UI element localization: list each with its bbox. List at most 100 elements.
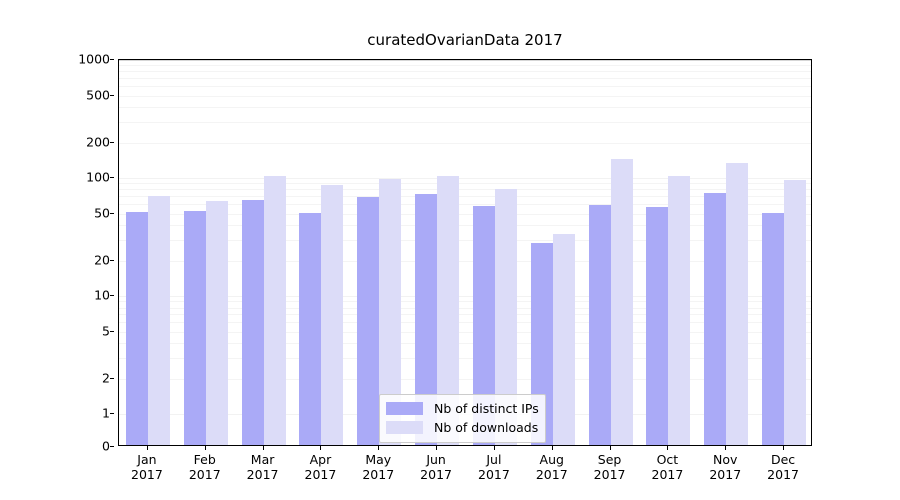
- legend-label: Nb of distinct IPs: [434, 401, 539, 416]
- x-axis-label-month: Oct: [656, 452, 679, 467]
- x-axis-label-year: 2017: [246, 467, 279, 482]
- x-axis-tick: [725, 446, 726, 450]
- x-axis-tick: [610, 446, 611, 450]
- x-axis-label: Mar 2017: [247, 452, 279, 482]
- y-axis-label: 1: [102, 405, 110, 421]
- y-axis-tick: [110, 378, 114, 379]
- x-axis-tick: [147, 446, 148, 450]
- y-axis-label: 20: [94, 252, 110, 268]
- x-axis-label-year: 2017: [420, 467, 452, 482]
- legend-label: Nb of downloads: [434, 420, 539, 435]
- y-axis-tick: [110, 413, 114, 414]
- x-axis-label-month: Feb: [193, 452, 216, 467]
- bar-downloads: [494, 189, 517, 445]
- gridline-minor: [119, 78, 811, 79]
- bar-downloads: [379, 179, 402, 445]
- y-axis-tick: [110, 142, 114, 143]
- x-axis-label-month: Dec: [770, 452, 796, 467]
- bar-downloads: [668, 176, 691, 445]
- bar-group: [125, 60, 170, 445]
- x-axis-label-year: 2017: [767, 467, 799, 482]
- x-axis-tick: [320, 446, 321, 450]
- y-axis-label: 5: [102, 323, 110, 339]
- chart-title: curatedOvarianData 2017: [367, 31, 563, 49]
- x-axis-label-year: 2017: [709, 467, 742, 482]
- bar-downloads: [726, 162, 749, 445]
- x-axis-tick: [667, 446, 668, 450]
- x-axis-label: Jun 2017: [420, 452, 452, 482]
- x-axis-label-year: 2017: [593, 467, 626, 482]
- bar-group: [530, 60, 575, 445]
- x-axis-label: Sep 2017: [594, 452, 626, 482]
- legend-item: Nb of distinct IPs: [386, 399, 539, 418]
- bar-group: [588, 60, 633, 445]
- x-axis-label: Apr 2017: [305, 452, 337, 482]
- bar-distinct-ips: [241, 199, 264, 445]
- gridline-minor: [119, 225, 811, 226]
- x-axis-label: Aug 2017: [536, 452, 568, 482]
- bar-distinct-ips: [415, 194, 438, 445]
- gridline-minor: [119, 189, 811, 190]
- legend-swatch: [386, 402, 423, 415]
- y-axis-tick: [110, 213, 114, 214]
- bar-group: [646, 60, 691, 445]
- x-axis-label-year: 2017: [304, 467, 337, 482]
- gridline-minor: [119, 122, 811, 123]
- gridline-minor: [119, 96, 811, 97]
- bar-distinct-ips: [357, 197, 380, 445]
- x-axis-label: Nov 2017: [709, 452, 741, 482]
- x-axis-label-month: Mar: [250, 452, 275, 467]
- x-axis-label-month: Apr: [309, 452, 332, 467]
- gridline-minor: [119, 204, 811, 205]
- chart-legend: Nb of distinct IPs Nb of downloads: [379, 394, 546, 443]
- gridline-minor: [119, 214, 811, 215]
- gridline-minor: [119, 358, 811, 359]
- bar-group: [704, 60, 749, 445]
- y-axis-label: 200: [86, 134, 110, 149]
- bar-distinct-ips: [646, 206, 669, 445]
- y-axis-tick: [110, 446, 114, 447]
- bar-downloads: [205, 200, 228, 445]
- bar-distinct-ips: [588, 204, 611, 445]
- x-axis-label-month: Nov: [713, 452, 738, 467]
- bar-downloads: [263, 175, 286, 445]
- y-axis-label: 0: [102, 438, 110, 454]
- gridline-minor: [119, 196, 811, 197]
- y-axis-tick: [110, 177, 114, 178]
- bar-downloads: [610, 158, 633, 445]
- y-axis-label: 10: [94, 287, 110, 303]
- bar-downloads: [147, 195, 170, 445]
- bar-distinct-ips: [125, 211, 148, 445]
- bar-downloads: [552, 234, 575, 445]
- y-axis-label: 2: [102, 370, 110, 386]
- gridline-minor: [119, 314, 811, 315]
- y-axis-tick: [110, 295, 114, 296]
- x-axis-label: Oct 2017: [652, 452, 684, 482]
- gridline-minor: [119, 86, 811, 87]
- x-axis-label-year: 2017: [651, 467, 684, 482]
- x-axis-label: Jul 2017: [478, 452, 510, 482]
- x-axis-label-month: Jan: [137, 452, 157, 467]
- y-axis-label: 50: [94, 205, 110, 221]
- y-axis-label: 100: [86, 169, 110, 185]
- x-axis-label: May 2017: [362, 452, 394, 482]
- gridline-minor: [119, 379, 811, 380]
- x-axis-tick: [552, 446, 553, 450]
- bar-distinct-ips: [762, 212, 785, 445]
- bar-group: [299, 60, 344, 445]
- gridline-major: [119, 296, 811, 297]
- x-axis-label-year: 2017: [362, 467, 395, 482]
- x-axis-label-month: Jun: [426, 452, 446, 467]
- x-axis-label: Feb 2017: [189, 452, 221, 482]
- x-axis-tick: [378, 446, 379, 450]
- gridline-major: [119, 60, 811, 61]
- bar-downloads: [784, 179, 807, 445]
- x-axis-tick: [436, 446, 437, 450]
- x-axis-tick: [783, 446, 784, 450]
- bar-group: [183, 60, 228, 445]
- bar-group: [415, 60, 460, 445]
- x-axis-label-year: 2017: [535, 467, 568, 482]
- bar-downloads: [321, 184, 344, 445]
- legend-item: Nb of downloads: [386, 418, 539, 437]
